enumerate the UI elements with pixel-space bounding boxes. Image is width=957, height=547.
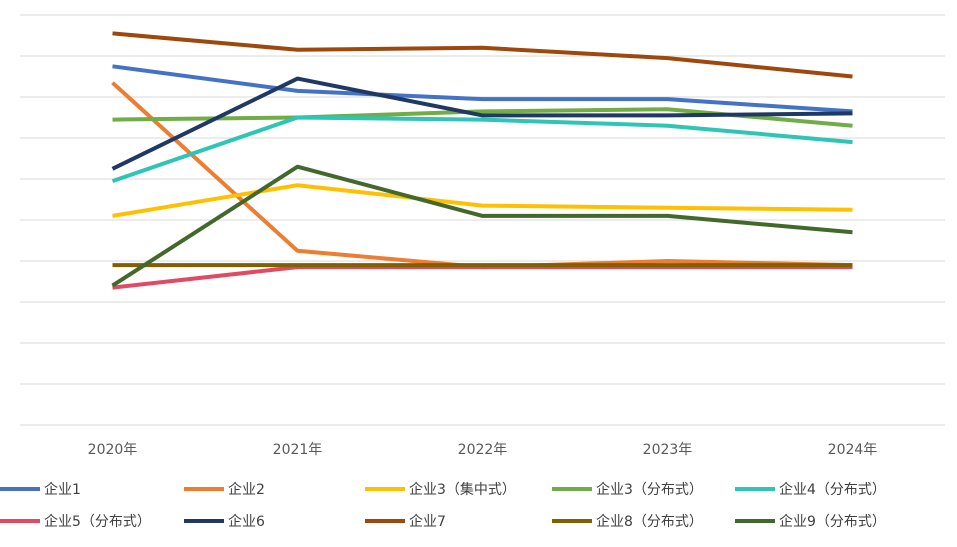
- series-line: [112, 183, 853, 218]
- legend-item[interactable]: 企业3（集中式）: [365, 481, 516, 498]
- series-line: [112, 31, 853, 79]
- x-tick-label: 2024年: [828, 442, 878, 458]
- legend-item[interactable]: 企业4（分布式）: [735, 481, 886, 498]
- legend-label: 企业3（集中式）: [409, 481, 516, 498]
- legend-label: 企业1: [44, 481, 81, 498]
- legend-item[interactable]: 企业2: [184, 481, 265, 498]
- x-tick-label: 2023年: [643, 442, 693, 458]
- series-line: [112, 107, 853, 128]
- legend-item[interactable]: 企业3（分布式）: [552, 481, 703, 498]
- series-lines: [111, 31, 853, 290]
- legend: 企业1 企业2 企业3（集中式） 企业3（分布式） 企业4（分布式） 企业5（分布式） 企业…: [0, 481, 886, 530]
- x-axis-tick-labels: 2020年 2021年 2022年 2023年 2024年: [88, 442, 878, 458]
- legend-label: 企业2: [228, 481, 265, 498]
- legend-item[interactable]: 企业9（分布式）: [735, 513, 886, 530]
- legend-item[interactable]: 企业6: [184, 513, 265, 530]
- legend-label: 企业4（分布式）: [779, 481, 886, 498]
- series-line: [111, 164, 853, 288]
- series-line: [111, 115, 853, 183]
- gridlines: [20, 14, 945, 426]
- series-line: [112, 265, 853, 290]
- legend-item[interactable]: 企业5（分布式）: [0, 513, 151, 530]
- legend-item[interactable]: 企业8（分布式）: [552, 513, 703, 530]
- legend-label: 企业7: [409, 513, 446, 530]
- legend-label: 企业3（分布式）: [596, 481, 703, 498]
- legend-label: 企业9（分布式）: [779, 513, 886, 530]
- x-tick-label: 2020年: [88, 442, 138, 458]
- legend-label: 企业8（分布式）: [596, 513, 703, 530]
- legend-label: 企业5（分布式）: [44, 513, 151, 530]
- x-tick-label: 2021年: [273, 442, 323, 458]
- legend-label: 企业6: [228, 513, 265, 530]
- x-tick-label: 2022年: [458, 442, 508, 458]
- series-line: [111, 76, 853, 171]
- legend-item[interactable]: 企业7: [365, 513, 446, 530]
- series-line: [112, 64, 853, 114]
- legend-item[interactable]: 企业1: [0, 481, 81, 498]
